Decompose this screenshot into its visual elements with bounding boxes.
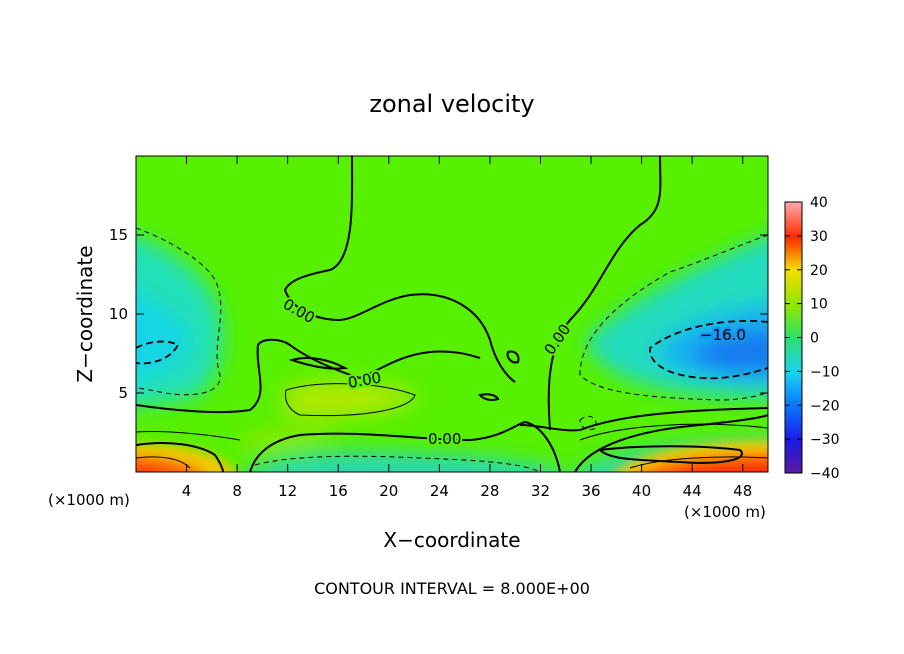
colorbar-ticks: 40 30 20 10 0 −10 −20 −30 −40 [785, 195, 840, 482]
x-tick-label: 44 [683, 482, 702, 500]
y-tick-label: 10 [109, 305, 128, 323]
contour-interval-note: CONTOUR INTERVAL = 8.000E+00 [314, 579, 590, 598]
x-tick-label: 32 [531, 482, 550, 500]
x-tick-label: 16 [329, 482, 348, 500]
x-axis: 4 8 12 16 20 24 28 32 36 40 44 48 [182, 156, 752, 500]
colorbar: 40 30 20 10 0 −10 −20 −30 −40 [784, 195, 840, 482]
x-tick-label: 8 [232, 482, 242, 500]
y-tick-label: 5 [118, 384, 128, 402]
x-tick-label: 12 [278, 482, 297, 500]
y-axis-label: Z−coordinate [73, 245, 97, 382]
contour-label: −16.0 [700, 326, 746, 344]
x-tick-label: 28 [480, 482, 499, 500]
x-axis-label: X−coordinate [383, 528, 520, 552]
x-tick-label: 48 [733, 482, 752, 500]
x-unit-left: (×1000 m) [48, 491, 130, 509]
y-tick-label: 15 [109, 226, 128, 244]
colorbar-tick-label: 10 [810, 297, 828, 313]
colorbar-tick-label: −20 [810, 398, 840, 414]
colorbar-tick-label: −40 [810, 466, 840, 482]
colorbar-tick-label: 0 [810, 331, 819, 347]
x-tick-label: 4 [182, 482, 192, 500]
colorbar-tick-label: −10 [810, 364, 840, 380]
y-axis: 5 10 15 [109, 226, 768, 402]
colorbar-tick-label: 40 [810, 195, 828, 211]
velocity-field [136, 156, 768, 472]
x-tick-label: 40 [632, 482, 651, 500]
x-unit-right: (×1000 m) [684, 503, 766, 521]
chart-title: zonal velocity [369, 90, 534, 118]
x-tick-label: 20 [379, 482, 398, 500]
x-tick-label: 24 [430, 482, 449, 500]
colorbar-tick-label: −30 [810, 432, 840, 448]
x-tick-label: 36 [581, 482, 600, 500]
contour-label: 0.00 [428, 430, 461, 448]
colorbar-tick-label: 30 [810, 229, 828, 245]
colorbar-tick-label: 20 [810, 263, 828, 279]
